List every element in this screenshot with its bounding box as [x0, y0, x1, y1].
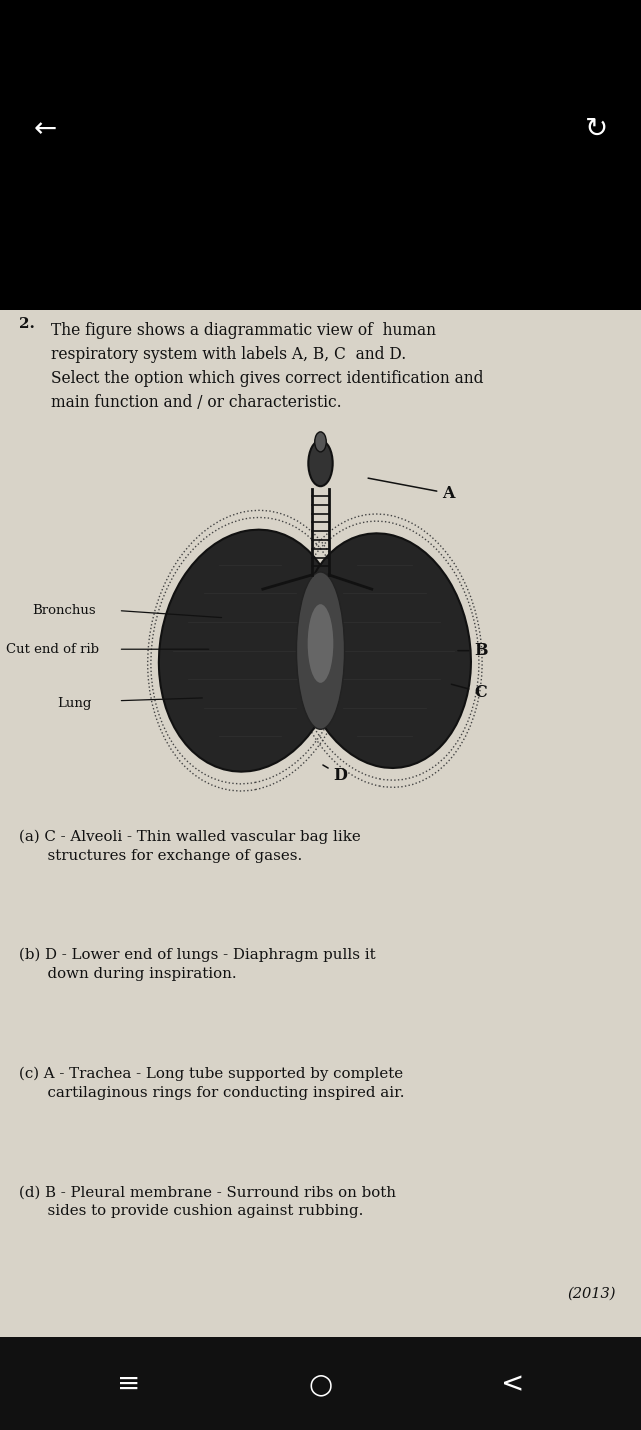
- Ellipse shape: [315, 432, 326, 452]
- Text: (c) A - Trachea - Long tube supported by complete
      cartilaginous rings for : (c) A - Trachea - Long tube supported by…: [19, 1067, 404, 1100]
- Text: A: A: [368, 478, 455, 502]
- Ellipse shape: [296, 572, 345, 729]
- Text: Lung: Lung: [58, 696, 92, 711]
- Text: B: B: [458, 642, 488, 659]
- Bar: [0, 1337, 641, 1430]
- Ellipse shape: [159, 529, 341, 772]
- Text: C: C: [451, 684, 487, 701]
- Text: (2013): (2013): [567, 1287, 615, 1301]
- Text: <: <: [501, 1370, 524, 1399]
- Ellipse shape: [308, 440, 333, 486]
- Text: The figure shows a diagrammatic view of  human
respiratory system with labels A,: The figure shows a diagrammatic view of …: [51, 322, 484, 412]
- Text: ○: ○: [308, 1370, 333, 1399]
- Text: ≡: ≡: [117, 1370, 140, 1399]
- Text: ↻: ↻: [585, 114, 608, 143]
- Text: (b) D - Lower end of lungs - Diaphragm pulls it
      down during inspiration.: (b) D - Lower end of lungs - Diaphragm p…: [19, 948, 376, 981]
- Text: 2.: 2.: [19, 317, 35, 332]
- Text: ←: ←: [33, 114, 56, 143]
- Text: (a) C - Alveoli - Thin walled vascular bag like
      structures for exchange of: (a) C - Alveoli - Thin walled vascular b…: [19, 829, 361, 862]
- Ellipse shape: [298, 533, 471, 768]
- Text: (d) B - Pleural membrane - Surround ribs on both
      sides to provide cushion : (d) B - Pleural membrane - Surround ribs…: [19, 1185, 396, 1218]
- Text: D: D: [323, 765, 347, 784]
- Ellipse shape: [308, 603, 333, 682]
- Text: Cut end of rib: Cut end of rib: [6, 642, 99, 656]
- Text: Bronchus: Bronchus: [32, 603, 96, 618]
- Bar: [0, 310, 641, 1337]
